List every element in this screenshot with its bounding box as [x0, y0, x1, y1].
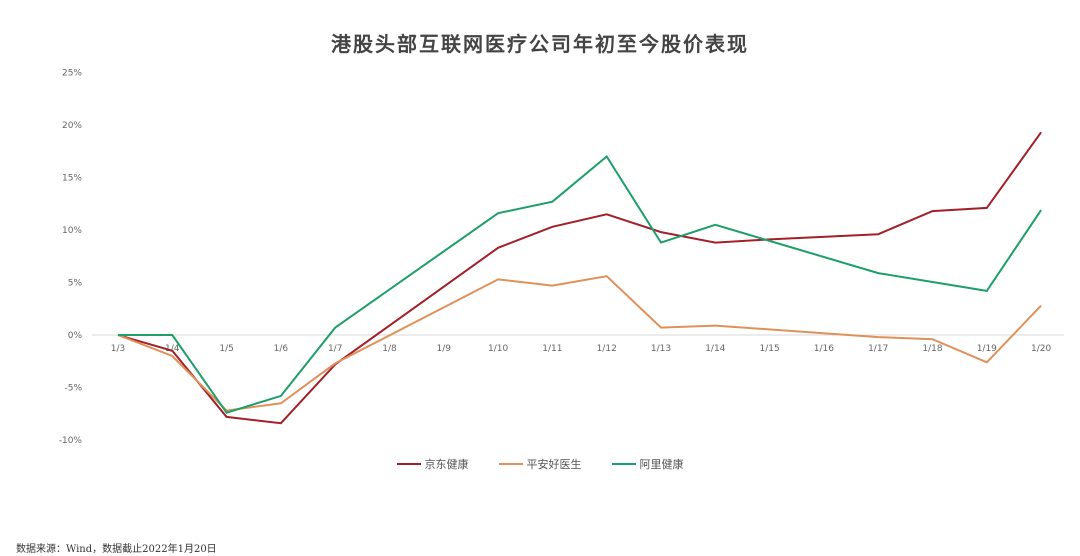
x-tick-label: 1/7	[328, 344, 342, 354]
x-tick-label: 1/20	[1031, 344, 1051, 354]
x-tick-label: 1/6	[274, 344, 289, 354]
legend-label: 阿里健康	[639, 458, 684, 471]
y-tick-label: 5%	[68, 279, 83, 289]
x-tick-label: 1/4	[165, 344, 180, 354]
x-tick-label: 1/16	[814, 344, 834, 354]
source-note: 数据来源：Wind，数据截止2022年1月20日	[16, 544, 217, 555]
y-tick-label: 15%	[62, 174, 82, 184]
x-tick-label: 1/11	[542, 344, 562, 354]
x-tick-label: 1/14	[705, 344, 725, 354]
series-line	[117, 131, 1042, 425]
legend-swatch	[611, 463, 636, 465]
y-tick-label: 0%	[68, 331, 83, 341]
y-tick-label: -10%	[59, 436, 83, 446]
series-line	[118, 155, 1042, 414]
legend-swatch	[498, 463, 523, 465]
x-tick-label: 1/5	[219, 344, 233, 354]
x-tick-label: 1/18	[922, 344, 942, 354]
series-lines	[117, 131, 1042, 425]
x-tick-label: 1/17	[868, 344, 888, 354]
x-tick-label: 1/19	[977, 344, 997, 354]
x-tick-label: 1/12	[597, 344, 617, 354]
legend: 京东健康 平安好医生 阿里健康	[0, 456, 1080, 472]
y-tick-label: 10%	[62, 226, 82, 236]
legend-item-ping-an-good-doctor: 平安好医生	[498, 456, 582, 472]
legend-item-ali-health: 阿里健康	[611, 456, 684, 472]
x-axis: 1/3 1/4 1/5 1/6 1/7 1/8 1/9 1/10 1/11 1/12 1/13 1/1…	[111, 344, 1052, 354]
legend-label: 京东健康	[424, 458, 469, 471]
series-line	[117, 275, 1042, 412]
x-tick-label: 1/15	[759, 344, 779, 354]
y-tick-label: 20%	[62, 121, 82, 131]
x-tick-label: 1/8	[382, 344, 397, 354]
x-tick-label: 1/13	[651, 344, 671, 354]
legend-label: 平安好医生	[526, 458, 582, 471]
y-tick-label: 25%	[62, 69, 82, 79]
x-tick-label: 1/9	[437, 344, 452, 354]
legend-item-jd-health: 京东健康	[396, 456, 469, 472]
x-tick-label: 1/3	[111, 344, 125, 354]
legend-swatch	[396, 463, 421, 465]
y-tick-label: -5%	[64, 384, 82, 394]
y-axis: 25% 20% 15% 10% 5% 0% -5% -10%	[59, 69, 83, 447]
x-tick-label: 1/10	[488, 344, 508, 354]
chart-title: 港股头部互联网医疗公司年初至今股价表现	[331, 32, 749, 56]
